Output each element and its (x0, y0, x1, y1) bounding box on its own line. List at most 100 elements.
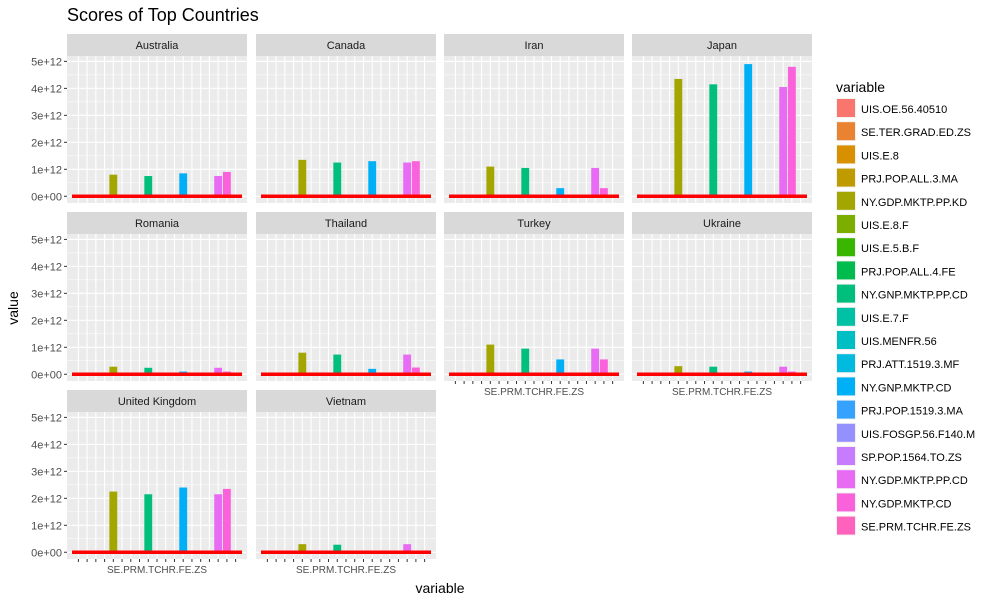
y-tick-label: 2e+12 (31, 315, 62, 327)
facet-strip-label: Vietnam (326, 396, 366, 408)
bar (599, 188, 608, 197)
legend-label: PRJ.POP.ALL.4.FE (861, 266, 956, 278)
facet-strip-label: Romania (135, 218, 180, 230)
bar (486, 344, 495, 375)
facet-strip (256, 34, 436, 56)
legend-label: NY.GDP.MKTP.PP.CD (861, 475, 968, 487)
facet-strip-label: United Kingdom (118, 396, 196, 408)
legend: variable UIS.OE.56.40510 SE.TER.GRAD.ED.Z… (836, 79, 975, 536)
legend-item: NY.GNP.MKTP.CD (836, 376, 952, 397)
y-tick-label: 0e+00 (31, 547, 62, 559)
bar (214, 176, 223, 197)
y-tick-label: 5e+12 (31, 412, 62, 424)
bar (599, 359, 608, 375)
facet-panel: Iran (444, 34, 624, 203)
bar (214, 367, 223, 375)
facet-panel: Canada (256, 34, 436, 203)
legend-swatch (837, 215, 855, 233)
legend-item: PRJ.ATT.1519.3.MF (836, 353, 959, 374)
facet-strip-label: Japan (707, 40, 737, 52)
legend-label: PRJ.POP.ALL.3.MA (861, 174, 959, 186)
legend-swatch (837, 400, 855, 419)
legend-item: NY.GDP.MKTP.CD (836, 492, 952, 513)
legend-label: SP.POP.1564.TO.ZS (861, 452, 962, 464)
bar (214, 494, 223, 553)
bar (486, 166, 495, 197)
facet-strip (632, 34, 812, 56)
legend-item: UIS.OE.56.40510 (836, 98, 947, 118)
legend-item: NY.GNP.MKTP.PP.CD (836, 283, 968, 304)
facet-panel: Japan (632, 34, 812, 203)
y-tick-label: 4e+12 (31, 261, 62, 273)
legend-label: NY.GNP.MKTP.CD (861, 382, 952, 394)
legend-swatch (837, 331, 855, 349)
facet-strip (632, 212, 812, 234)
bar (222, 171, 231, 197)
bar (521, 348, 530, 375)
bar (368, 161, 377, 197)
legend-item: NY.GDP.MKTP.PP.CD (836, 469, 968, 490)
bar (709, 84, 718, 197)
bar (222, 488, 231, 553)
legend-swatch (837, 284, 855, 303)
facet-strip-label: Turkey (517, 218, 551, 230)
legend-swatch (837, 261, 855, 280)
bar (144, 176, 153, 197)
legend-item: PRJ.POP.1519.3.MA (836, 399, 964, 420)
facet-panel: United Kingdom 0e+00 1e+12 2e+12 3e+12 4e+12 5… (31, 390, 247, 576)
y-axis-title: value (5, 291, 21, 325)
bar (368, 368, 377, 375)
bar (521, 167, 530, 197)
legend-item: UIS.E.5.B.F (836, 237, 919, 258)
y-tick-label: 1e+12 (31, 342, 62, 354)
legend-item: PRJ.POP.ALL.4.FE (836, 260, 956, 281)
bar (298, 159, 307, 197)
bar (556, 188, 565, 197)
y-tick-label: 2e+12 (31, 137, 62, 149)
legend-item: UIS.FOSGP.56.F140.M (836, 422, 975, 443)
y-tick-label: 4e+12 (31, 439, 62, 451)
legend-label: SE.TER.GRAD.ED.ZS (861, 127, 971, 139)
facet-strip (67, 390, 247, 412)
bar (591, 348, 600, 375)
y-tick-label: 5e+12 (31, 56, 62, 68)
legend-swatch (837, 145, 855, 164)
legend-swatch (837, 238, 855, 257)
legend-item: SE.TER.GRAD.ED.ZS (836, 121, 971, 142)
legend-label: PRJ.ATT.1519.3.MF (861, 359, 959, 371)
legend-item: UIS.E.8.F (836, 214, 909, 234)
facet-panel: Thailand (256, 212, 436, 381)
bar (709, 366, 718, 375)
facet-strip-label: Canada (327, 40, 366, 52)
legend-label: NY.GNP.MKTP.PP.CD (861, 290, 968, 302)
x-tick-label: SE.PRM.TCHR.FE.ZS (484, 387, 584, 398)
legend-items: UIS.OE.56.40510 SE.TER.GRAD.ED.ZS UIS.E.8 P… (836, 98, 975, 536)
bar (779, 366, 788, 375)
legend-item: SP.POP.1564.TO.ZS (836, 446, 962, 466)
facet-strip (256, 390, 436, 412)
legend-title: variable (836, 79, 885, 95)
y-tick-label: 0e+00 (31, 369, 62, 381)
y-tick-label: 3e+12 (31, 288, 62, 300)
bar (787, 66, 796, 197)
legend-item: PRJ.POP.ALL.3.MA (836, 167, 959, 188)
legend-swatch (837, 354, 855, 373)
facet-strip (256, 212, 436, 234)
y-tick-label: 4e+12 (31, 83, 62, 95)
bar (674, 366, 683, 375)
bar (333, 354, 342, 375)
bar (144, 494, 153, 553)
y-tick-label: 1e+12 (31, 164, 62, 176)
bar (411, 367, 420, 375)
facet-strip (67, 212, 247, 234)
bar (333, 162, 342, 197)
bar (674, 78, 683, 197)
legend-swatch (837, 99, 855, 117)
facet-panels: Australia 0e+00 1e+12 2e+12 3e+12 4e+12 5e+12 C… (31, 34, 812, 576)
legend-swatch (837, 447, 855, 465)
legend-label: UIS.FOSGP.56.F140.M (861, 429, 975, 441)
bar (179, 487, 188, 553)
bar (109, 366, 118, 375)
y-tick-label: 5e+12 (31, 234, 62, 246)
facet-strip-label: Ukraine (703, 218, 741, 230)
